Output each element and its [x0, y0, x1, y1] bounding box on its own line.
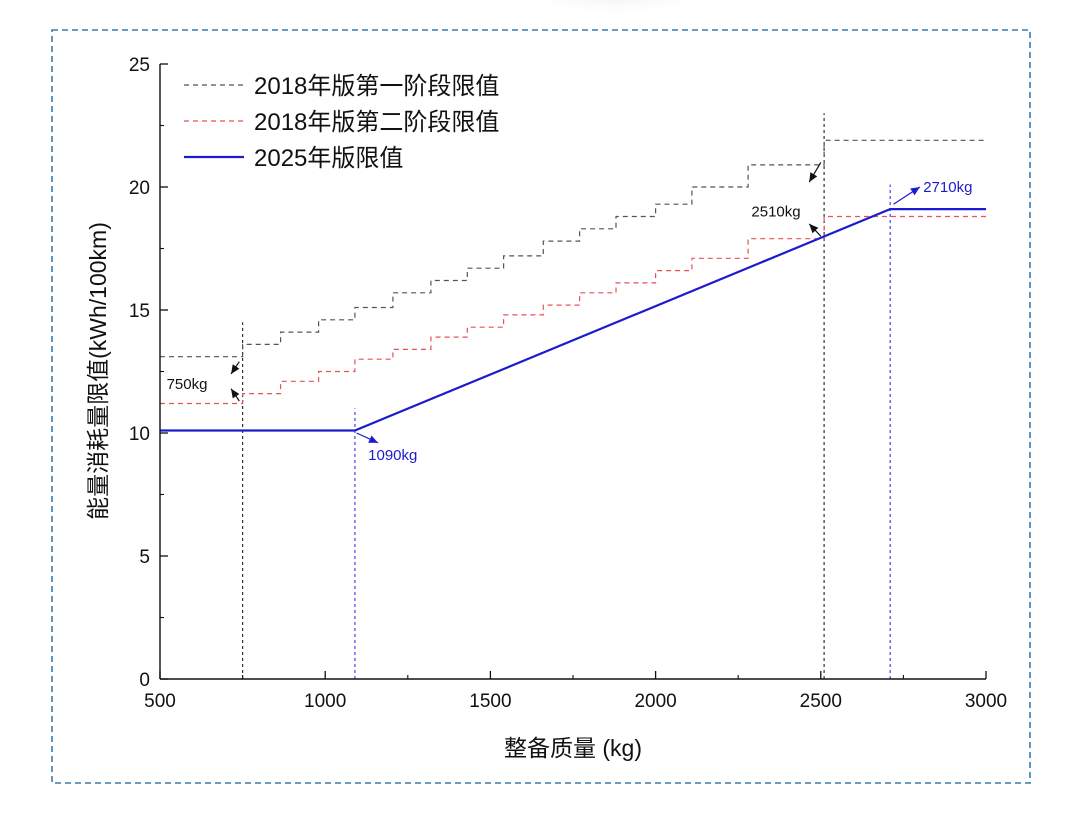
annotation-arrow-head	[231, 364, 240, 374]
legend: 2018年版第一阶段限值 2018年版第二阶段限值 2025年版限值	[184, 73, 499, 172]
x-tick-label: 500	[144, 691, 176, 712]
x-tick-label: 2500	[800, 691, 842, 712]
dashed-frame	[51, 29, 1031, 784]
y-ticks: 0 5 10 15 20 25	[129, 55, 168, 691]
y-tick-label: 20	[129, 178, 150, 199]
annotation-arrow-head	[910, 187, 920, 196]
annotations: 750kg 1090kg 2510kg 2710kg	[167, 162, 972, 464]
series-layer	[160, 139, 986, 432]
x-tick-label: 2000	[634, 691, 676, 712]
annotation-arrow-head	[809, 172, 818, 183]
y-tick-label: 5	[139, 547, 150, 568]
y-tick-label: 15	[129, 301, 150, 322]
y-axis-title: 能量消耗量限值(kWh/100km)	[85, 222, 111, 520]
annotation-arrow-head	[809, 223, 819, 234]
x-ticks: 500 1000 1500 2000 2500 3000	[144, 671, 1007, 712]
series-line-1	[160, 139, 986, 358]
annotation-label: 2710kg	[923, 179, 972, 196]
annotation-label: 750kg	[167, 376, 208, 393]
x-tick-label: 1500	[469, 691, 511, 712]
annotation-label: 2510kg	[751, 204, 800, 221]
y-tick-label: 25	[129, 55, 150, 76]
annotation-arrow-head	[368, 435, 379, 443]
annotation-label: 1090kg	[368, 447, 417, 464]
x-tick-label: 1000	[304, 691, 346, 712]
legend-label-3: 2025年版限值	[254, 145, 403, 172]
top-shadow	[495, 0, 735, 63]
series-line-3	[160, 208, 986, 432]
x-tick-label: 3000	[965, 691, 1007, 712]
reference-lines	[242, 113, 891, 679]
series-line-2	[160, 215, 986, 405]
y-tick-label: 10	[129, 424, 150, 445]
annotation-arrow-head	[231, 388, 240, 399]
y-tick-label: 0	[139, 670, 150, 691]
legend-label-2: 2018年版第二阶段限值	[254, 109, 499, 136]
legend-label-1: 2018年版第一阶段限值	[254, 73, 499, 100]
x-axis-title: 整备质量 (kg)	[504, 735, 642, 761]
